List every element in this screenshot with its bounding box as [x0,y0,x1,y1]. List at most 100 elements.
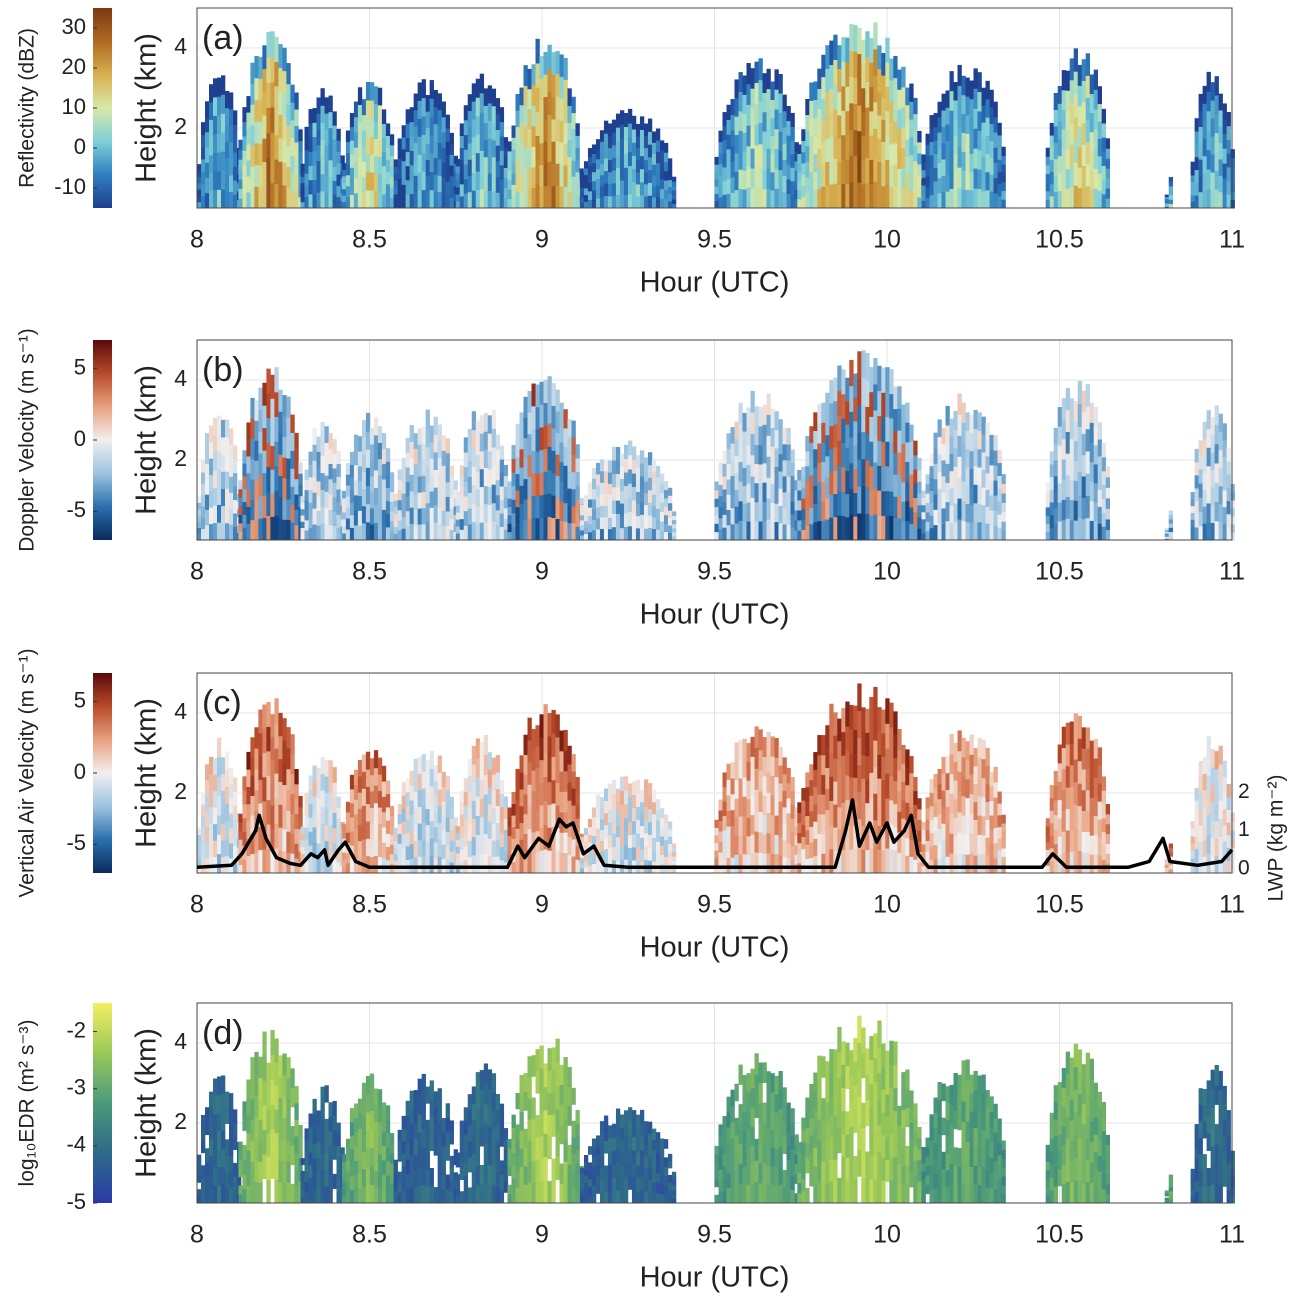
radar-pixel [865,81,870,108]
radar-pixel [575,195,580,209]
radar-pixel [377,442,383,460]
radar-pixel [229,92,234,110]
radar-pixel [591,171,597,182]
radar-pixel [651,801,657,815]
radar-pixel [1085,831,1090,853]
radar-pixel [829,184,834,209]
radar-pixel [825,138,830,162]
radar-pixel [782,127,787,144]
radar-pixel [897,811,902,833]
radar-pixel [655,851,661,863]
radar-pixel [631,115,637,130]
radar-pixel [455,852,461,861]
radar-pixel [790,845,795,860]
radar-pixel [746,502,751,522]
radar-pixel [742,189,747,209]
radar-pixel [543,379,548,404]
radar-pixel [429,491,434,508]
radar-pixel [1085,185,1090,209]
radar-pixel [475,776,481,797]
radar-pixel [647,489,653,503]
radar-pixel [405,791,410,806]
radar-pixel [1198,126,1203,144]
radar-pixel [1093,406,1098,427]
radar-pixel [258,1161,263,1183]
radar-pixel [591,863,597,874]
radar-pixel [254,440,259,461]
radar-pixel [790,804,795,819]
radar-pixel [1049,514,1054,528]
radar-pixel [587,857,593,866]
radar-pixel [937,505,942,524]
radar-pixel [615,836,621,850]
radar-pixel [479,798,485,818]
radar-pixel [417,118,422,137]
x-tick-label: 10 [873,558,901,586]
radar-pixel [1168,199,1174,205]
radar-pixel [345,196,351,209]
radar-pixel [881,141,886,165]
radar-pixel [555,454,560,477]
radar-pixel [949,488,954,506]
radar-pixel [1214,803,1219,822]
radar-pixel [567,190,572,209]
radar-pixel [663,831,669,841]
radar-pixel [555,51,560,75]
radar-pixel [790,167,795,182]
radar-pixel [937,132,942,148]
radar-pixel [429,80,434,99]
radar-pixel [254,727,259,749]
radar-pixel [1222,193,1227,209]
radar-pixel [929,154,934,169]
radar-pixel [730,161,735,178]
radar-pixel [997,159,1002,172]
radar-pixel [515,858,520,874]
radar-pixel [238,480,243,490]
radar-pixel [809,779,814,796]
radar-pixel [587,826,593,835]
radar-pixel [316,451,321,467]
radar-pixel [734,854,739,874]
radar-pixel [730,130,735,147]
radar-pixel [734,798,739,818]
radar-pixel [774,128,779,150]
radar-pixel [766,812,771,834]
radar-pixel [361,505,367,524]
radar-pixel [328,159,333,177]
radar-pixel [483,521,489,541]
radar-pixel [1069,459,1074,480]
radar-pixel [547,446,552,471]
radar-pixel [417,190,422,209]
radar-pixel [989,829,994,845]
radar-pixel [519,87,524,106]
radar-pixel [397,138,402,149]
radar-pixel [487,752,493,770]
radar-pixel [467,191,473,209]
radar-pixel [377,474,383,492]
radar-pixel [282,70,287,95]
radar-pixel [1057,120,1062,139]
radar-pixel [316,192,321,209]
radar-pixel [762,188,767,209]
radar-pixel [467,824,473,841]
radar-pixel [262,450,267,474]
radar-pixel [369,840,375,858]
radar-pixel [308,464,313,478]
radar-pixel [499,526,505,541]
radar-pixel [1069,58,1074,81]
radar-pixel [853,516,858,541]
radar-pixel [209,1107,214,1124]
radar-pixel [885,515,890,541]
radar-pixel [643,135,649,149]
radar-pixel [551,709,556,734]
radar-pixel [449,829,454,841]
radar-pixel [1085,97,1090,121]
radar-pixel [639,501,645,515]
radar-pixel [671,527,677,533]
radar-pixel [233,818,238,833]
radar-pixel [421,856,426,874]
radar-pixel [217,834,222,855]
radar-pixel [997,183,1002,197]
radar-pixel [300,189,305,196]
radar-pixel [349,167,355,182]
